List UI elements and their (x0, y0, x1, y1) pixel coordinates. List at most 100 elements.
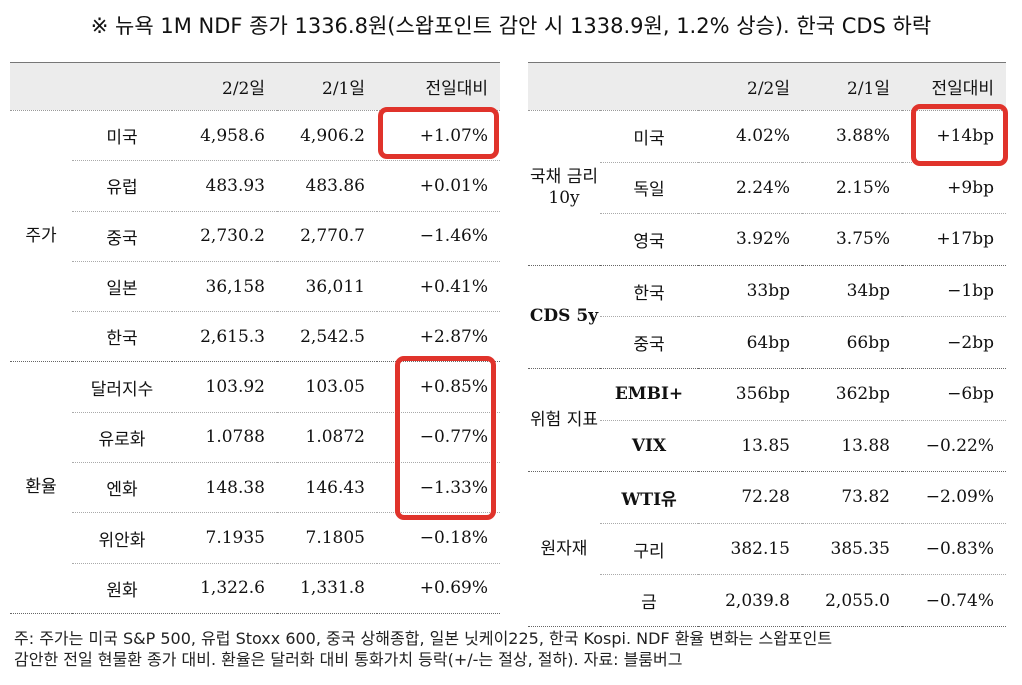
value-previous: 2,770.7 (277, 211, 377, 262)
row-name: 중국 (72, 211, 172, 262)
table-row: 위험 지표 EMBI+ 356bp 362bp −6bp (528, 368, 1006, 473)
value-change: −1bp (902, 265, 1006, 318)
category-label: CDS 5y (528, 265, 600, 369)
header-date-previous: 2/1일 (802, 62, 902, 111)
value-change: +0.01% (377, 160, 500, 212)
table-row: 환율 달러지수 103.92 103.05 +0.85% (10, 361, 500, 614)
table-row: 원자재 WTI유 72.28 73.82 −2.09% (528, 471, 1006, 627)
value-change: −1.46% (377, 211, 500, 262)
value-previous: 2.15% (802, 162, 902, 215)
value-previous: 362bp (802, 368, 902, 421)
value-change: +9bp (902, 162, 1006, 215)
value-change: −0.77% (377, 412, 500, 464)
value-previous: 483.86 (277, 160, 377, 212)
row-name: 일본 (72, 261, 172, 313)
page-title: ※ 뉴욕 1M NDF 종가 1336.8원(스왑포인트 감안 시 1338.9… (90, 14, 932, 38)
market-table-left: 2/2일 2/1일 전일대비 주가 미국 4,958.6 4,906.2 +1.… (10, 62, 500, 614)
table-row: 국채 금리 10y 미국 4.02% 3.88% +14bp (528, 110, 1006, 266)
table-row: 원화 1,322.6 1,331.8 +0.69% (10, 563, 500, 614)
value-change: +0.41% (377, 261, 500, 313)
value-previous: 4,906.2 (277, 110, 377, 162)
value-previous: 66bp (802, 316, 902, 369)
value-change: −2.09% (902, 471, 1006, 524)
row-name: 중국 (600, 316, 698, 369)
value-previous: 34bp (802, 265, 902, 318)
value-current: 3.92% (698, 213, 802, 266)
row-name: 유로화 (72, 412, 172, 464)
value-previous: 1.0872 (277, 412, 377, 464)
table-row: 중국 2,730.2 2,770.7 −1.46% (10, 211, 500, 262)
table-row: 위안화 7.1935 7.1805 −0.18% (10, 512, 500, 564)
table-row: 구리 382.15 385.35 −0.83% (528, 523, 1006, 576)
category-label: 국채 금리 10y (528, 110, 600, 266)
value-previous: 146.43 (277, 462, 377, 514)
table-row: 주가 미국 4,958.6 4,906.2 +1.07% (10, 110, 500, 363)
value-change: −0.83% (902, 523, 1006, 576)
value-current: 382.15 (698, 523, 802, 576)
row-name: 유럽 (72, 160, 172, 212)
category-label: 위험 지표 (528, 368, 600, 473)
table-row: 독일 2.24% 2.15% +9bp (528, 162, 1006, 215)
table-header-row: 2/2일 2/1일 전일대비 (528, 62, 1006, 111)
value-current: 72.28 (698, 471, 802, 524)
value-current: 13.85 (698, 420, 802, 473)
row-name: 독일 (600, 162, 698, 215)
table-row: 한국 2,615.3 2,542.5 +2.87% (10, 311, 500, 363)
row-name: EMBI+ (600, 368, 698, 421)
header-date-current: 2/2일 (172, 62, 277, 111)
table-header-row: 2/2일 2/1일 전일대비 (10, 62, 500, 111)
category-label: 환율 (10, 361, 72, 614)
row-name: 원화 (72, 563, 172, 614)
value-current: 2,615.3 (172, 311, 277, 363)
value-change: −0.22% (902, 420, 1006, 473)
row-name: 엔화 (72, 462, 172, 514)
category-label: 원자재 (528, 471, 600, 627)
value-change: +2.87% (377, 311, 500, 363)
table-row: CDS 5y 한국 33bp 34bp −1bp (528, 265, 1006, 369)
value-previous: 2,055.0 (802, 574, 902, 627)
row-name: 미국 (72, 110, 172, 162)
row-name: 미국 (600, 110, 698, 163)
value-change: +0.69% (377, 563, 500, 614)
header-change: 전일대비 (377, 62, 500, 111)
value-change: +0.85% (377, 361, 500, 413)
value-change: −6bp (902, 368, 1006, 421)
header-date-current: 2/2일 (698, 62, 802, 111)
value-previous: 73.82 (802, 471, 902, 524)
row-name: VIX (600, 420, 698, 473)
value-current: 148.38 (172, 462, 277, 514)
row-name: 한국 (72, 311, 172, 363)
table-row: 유럽 483.93 483.86 +0.01% (10, 160, 500, 212)
row-name: 금 (600, 574, 698, 627)
value-previous: 13.88 (802, 420, 902, 473)
table-row: 유로화 1.0788 1.0872 −0.77% (10, 412, 500, 464)
value-current: 36,158 (172, 261, 277, 313)
row-name: 구리 (600, 523, 698, 576)
value-current: 1,322.6 (172, 563, 277, 614)
table-row: 금 2,039.8 2,055.0 −0.74% (528, 574, 1006, 627)
value-change: +14bp (902, 110, 1006, 163)
footnote-line-2: 감안한 전일 현물환 종가 대비. 환율은 달러화 대비 통화가치 등락(+/-… (14, 650, 683, 669)
row-name: 달러지수 (72, 361, 172, 413)
value-change: −0.74% (902, 574, 1006, 627)
value-previous: 1,331.8 (277, 563, 377, 614)
value-current: 1.0788 (172, 412, 277, 464)
value-change: +1.07% (377, 110, 500, 162)
table-row: 영국 3.92% 3.75% +17bp (528, 213, 1006, 266)
value-current: 4,958.6 (172, 110, 277, 162)
value-current: 356bp (698, 368, 802, 421)
value-current: 64bp (698, 316, 802, 369)
value-previous: 3.88% (802, 110, 902, 163)
header-date-previous: 2/1일 (277, 62, 377, 111)
value-previous: 7.1805 (277, 512, 377, 564)
value-current: 33bp (698, 265, 802, 318)
value-previous: 2,542.5 (277, 311, 377, 363)
value-current: 7.1935 (172, 512, 277, 564)
table-row: 일본 36,158 36,011 +0.41% (10, 261, 500, 313)
table-row: 중국 64bp 66bp −2bp (528, 316, 1006, 369)
market-table-right: 2/2일 2/1일 전일대비 국채 금리 10y 미국 4.02% 3.88% … (528, 62, 1006, 627)
value-current: 2.24% (698, 162, 802, 215)
table-row: VIX 13.85 13.88 −0.22% (528, 420, 1006, 473)
value-current: 103.92 (172, 361, 277, 413)
row-name: 영국 (600, 213, 698, 266)
